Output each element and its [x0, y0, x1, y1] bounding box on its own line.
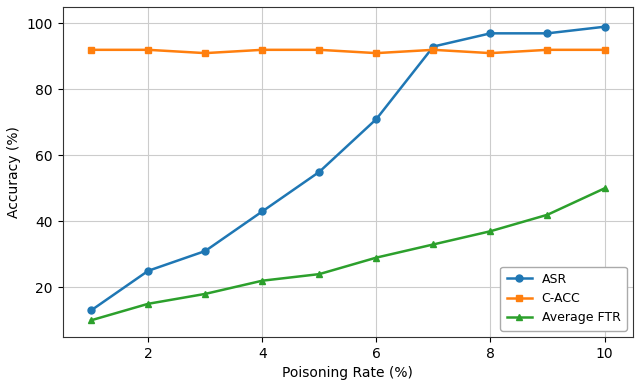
Average FTR [486, 229, 494, 233]
X-axis label: Poisoning Rate (%): Poisoning Rate (%) [282, 366, 413, 380]
ASR [543, 31, 551, 36]
Average FTR [372, 255, 380, 260]
C-ACC [202, 51, 209, 55]
ASR [145, 269, 152, 273]
Legend: ASR, C-ACC, Average FTR: ASR, C-ACC, Average FTR [500, 267, 627, 330]
C-ACC [145, 48, 152, 52]
ASR [316, 170, 323, 174]
Line: Average FTR: Average FTR [88, 185, 608, 324]
C-ACC [372, 51, 380, 55]
ASR [87, 308, 95, 313]
C-ACC [543, 48, 551, 52]
ASR [372, 117, 380, 122]
ASR [486, 31, 494, 36]
Average FTR [316, 272, 323, 276]
Average FTR [543, 212, 551, 217]
C-ACC [316, 48, 323, 52]
Average FTR [259, 278, 266, 283]
C-ACC [429, 48, 437, 52]
C-ACC [486, 51, 494, 55]
Y-axis label: Accuracy (%): Accuracy (%) [7, 126, 21, 218]
Average FTR [429, 242, 437, 247]
Line: ASR: ASR [88, 23, 608, 314]
C-ACC [259, 48, 266, 52]
ASR [259, 209, 266, 214]
C-ACC [601, 48, 609, 52]
Average FTR [202, 291, 209, 296]
Average FTR [601, 186, 609, 191]
ASR [202, 249, 209, 253]
Average FTR [87, 318, 95, 323]
ASR [601, 24, 609, 29]
Average FTR [145, 301, 152, 306]
ASR [429, 44, 437, 49]
C-ACC [87, 48, 95, 52]
Line: C-ACC: C-ACC [88, 46, 608, 57]
